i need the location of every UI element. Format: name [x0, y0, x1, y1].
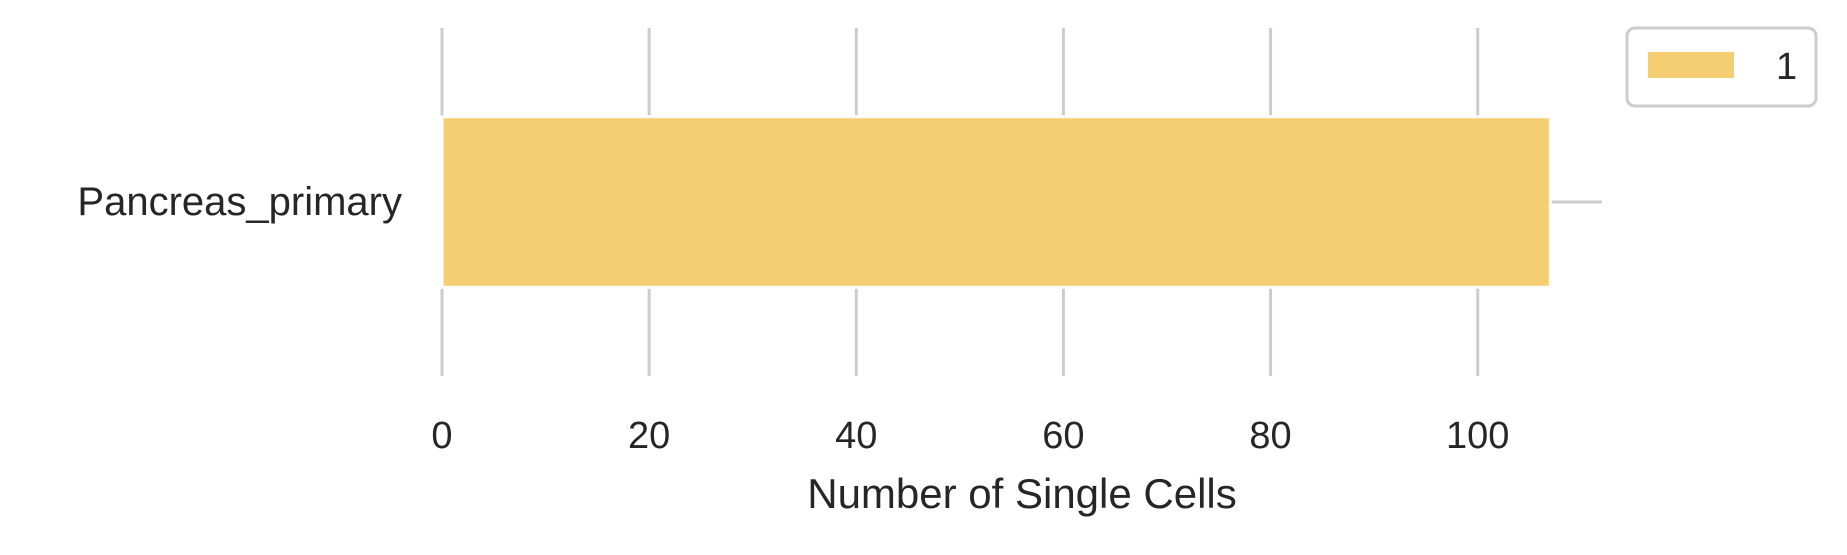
x-axis-label: Number of Single Cells [807, 470, 1237, 517]
y-category-labels: Pancreas_primary [77, 180, 402, 224]
legend: 1 [1625, 26, 1818, 108]
legend-label-series-1: 1 [1776, 46, 1797, 88]
x-tick-label: 0 [431, 415, 452, 457]
legend-swatch-series-1 [1648, 52, 1734, 78]
bars [440, 115, 1552, 289]
x-tick-label: 80 [1249, 415, 1291, 457]
x-tick-label: 60 [1042, 415, 1084, 457]
x-tick-label: 100 [1446, 415, 1509, 457]
y-category-label: Pancreas_primary [77, 180, 402, 224]
x-tick-label: 40 [835, 415, 877, 457]
x-tick-labels: 0 20 40 60 80 100 [431, 415, 1509, 457]
x-tick-label: 20 [628, 415, 670, 457]
bar-Pancreas_primary [440, 115, 1552, 289]
